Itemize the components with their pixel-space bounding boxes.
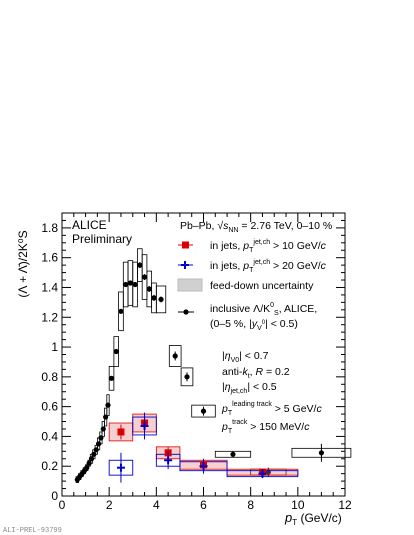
inclusive-sys-box	[180, 367, 194, 387]
x-axis-title: pT (GeV/c)	[284, 510, 342, 527]
y-tick-label: 1.8	[41, 221, 58, 235]
inclusive-point	[141, 274, 148, 280]
inclusive-point	[113, 348, 119, 355]
inclusive-point	[118, 308, 124, 314]
inclusive-point	[88, 456, 95, 462]
inclusive-point	[318, 450, 325, 456]
figure-id: ALI-PREL-93799	[3, 527, 62, 535]
inclusive-sys-box	[168, 345, 182, 367]
inclusive-point	[91, 451, 97, 457]
inclusive-point	[103, 414, 109, 420]
legend-feeddown-label: feed-down uncertainty	[210, 280, 314, 292]
y-tick-label: 1.6	[41, 251, 58, 265]
inclusive-point	[100, 426, 106, 432]
cut-leading-track: pTleading track > 5 GeV/c	[221, 401, 322, 417]
legend-feeddown-box	[177, 278, 203, 292]
x-tick-label: 12	[338, 498, 352, 512]
inclusive-point	[127, 280, 133, 286]
y-tick-label: 1.4	[41, 280, 58, 294]
inclusive-point	[200, 408, 207, 414]
y-tick-label: 0.6	[41, 400, 58, 414]
series-layer	[74, 248, 352, 483]
axis-labels: pT (GeV/c) (Λ + Λ̄)/2K⁰S ALI-PREL-93799	[3, 230, 342, 535]
x-tick-label: 2	[106, 498, 113, 512]
inclusive-point	[95, 441, 102, 447]
y-axis-title: (Λ + Λ̄)/2K⁰S	[16, 230, 30, 297]
legend-inclusive-marker	[183, 309, 189, 315]
x-tick-label: 6	[200, 498, 207, 512]
inclusive-point	[172, 353, 178, 359]
inclusive-point	[158, 296, 164, 302]
inclusive-point	[137, 262, 143, 268]
axes-frame: 0 2 4 6 8 10 12 0 0.2 0.4 0.6 0.8 1 1.2 1.4 1.6 1.8	[41, 212, 352, 512]
cut-antikt: anti-kt, R = 0.2	[222, 366, 290, 380]
inclusive-point	[105, 402, 111, 408]
inclusive-point	[151, 295, 157, 301]
inclusive-point	[146, 286, 152, 292]
legend-system: Pb–Pb, √sNN = 2.76 TeV, 0–10 %	[180, 220, 332, 234]
inclusive-sys-box	[155, 285, 167, 314]
legend-inclusive-label-1: inclusive Λ/K0S, ALICE,	[210, 302, 317, 317]
y-tick-label: 0.2	[41, 459, 58, 473]
jet10-point	[117, 428, 125, 436]
inclusive-point	[123, 281, 129, 288]
cut-eta-jet: |ηjet,ch| < 0.5	[222, 381, 277, 395]
x-tick-label: 8	[247, 498, 254, 512]
y-tick-label: 1.2	[41, 310, 58, 324]
y-tick-label: 0.8	[41, 370, 58, 384]
y-tick-label: 0	[51, 489, 58, 503]
y-tick-label: 0.4	[41, 429, 58, 443]
y-tick-label: 1	[51, 340, 58, 354]
cut-eta-v0: |ηV0| < 0.7	[222, 350, 269, 364]
legend: Pb–Pb, √sNN = 2.76 TeV, 0–10 % in jets, p…	[177, 220, 332, 332]
legend-jet10-marker	[182, 241, 189, 249]
experiment-label: ALICE	[72, 218, 107, 232]
legend-jet10-label: in jets, pTjet,ch > 10 GeV/c	[210, 239, 327, 254]
cut-track: pTtrack > 150 MeV/c	[221, 419, 310, 435]
x-tick-label: 4	[153, 498, 160, 512]
plot-frame	[61, 212, 346, 497]
inclusive-sys-box	[191, 404, 216, 418]
legend-inclusive-label-2: (0–5 %, |yV0| < 0.5)	[210, 318, 298, 332]
inclusive-point	[184, 374, 190, 380]
inclusive-point	[86, 460, 92, 466]
inclusive-point	[230, 451, 236, 457]
legend-jet20-label: in jets, pTjet,ch > 20 GeV/c	[210, 259, 327, 274]
inclusive-point	[84, 465, 90, 471]
inclusive-point	[98, 435, 104, 441]
x-tick-label: 10	[291, 498, 305, 512]
status-label: Preliminary	[72, 232, 132, 246]
inclusive-point	[132, 281, 138, 288]
inclusive-point	[108, 375, 115, 381]
x-tick-label: 0	[59, 498, 66, 512]
inclusive-point	[93, 447, 99, 453]
